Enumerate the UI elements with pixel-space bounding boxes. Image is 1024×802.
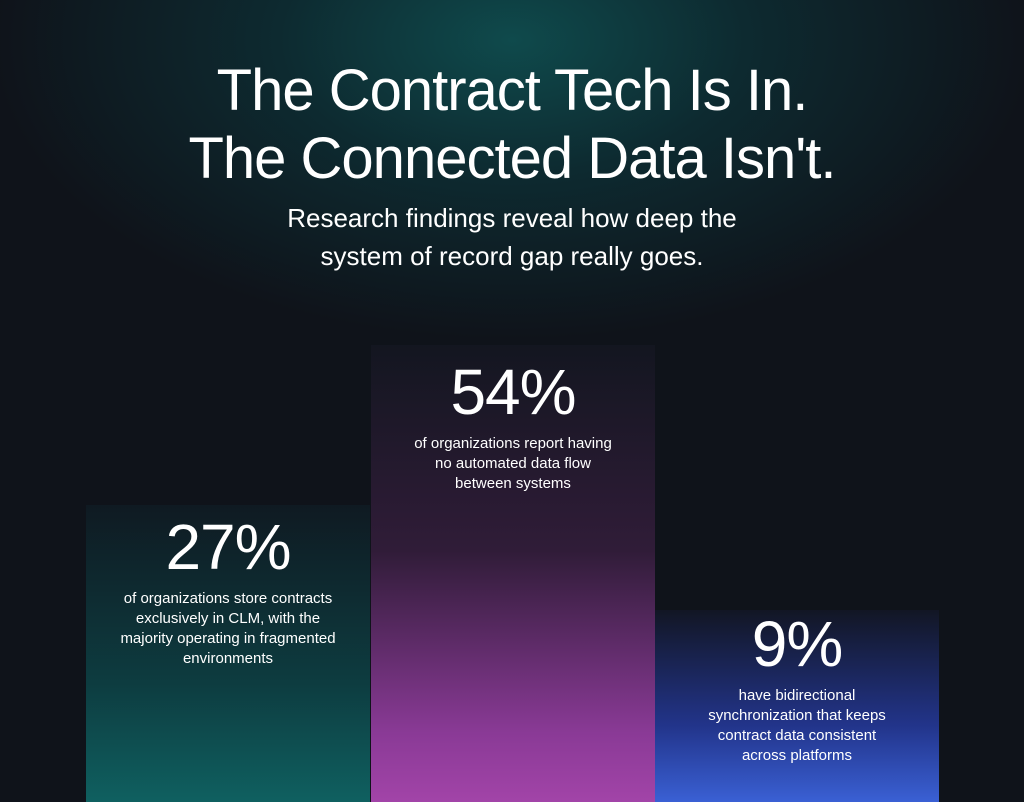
- subtitle-line: Research findings reveal how deep the: [287, 203, 737, 233]
- description-line: across platforms: [741, 747, 853, 764]
- description-line: synchronization that keeps: [708, 707, 886, 724]
- description-line: contract data consistent: [717, 727, 877, 744]
- column: [655, 610, 939, 802]
- title-line: The Contract Tech Is In.: [216, 58, 809, 123]
- title-line: The Connected Data Isn't.: [188, 126, 836, 191]
- column: [371, 345, 655, 802]
- stat: 27% of organizations store contracts exc…: [86, 515, 370, 669]
- stat-value: 54%: [450, 356, 576, 428]
- stat-description: of organizations report having no automa…: [371, 434, 655, 494]
- stat-value: 9%: [751, 608, 844, 680]
- subtitle-line: system of record gap really goes.: [320, 241, 704, 271]
- stat-description: of organizations store contracts exclusi…: [86, 589, 370, 669]
- stat: 9% have bidirectional synchronization th…: [655, 612, 939, 766]
- description-line: of organizations store contracts: [123, 590, 333, 607]
- stat-description: have bidirectional synchronization that …: [655, 686, 939, 766]
- description-line: of organizations report having: [414, 435, 612, 452]
- column: [86, 505, 370, 802]
- description-line: have bidirectional: [738, 687, 856, 704]
- stat-value: 27%: [165, 511, 291, 583]
- description-line: majority operating in fragmented: [120, 630, 336, 647]
- description-line: no automated data flow: [435, 455, 591, 472]
- description-line: between systems: [455, 475, 571, 492]
- description-line: environments: [182, 650, 274, 667]
- stat: 54% of organizations report having no au…: [371, 360, 655, 494]
- description-line: exclusively in CLM, with the: [135, 610, 321, 627]
